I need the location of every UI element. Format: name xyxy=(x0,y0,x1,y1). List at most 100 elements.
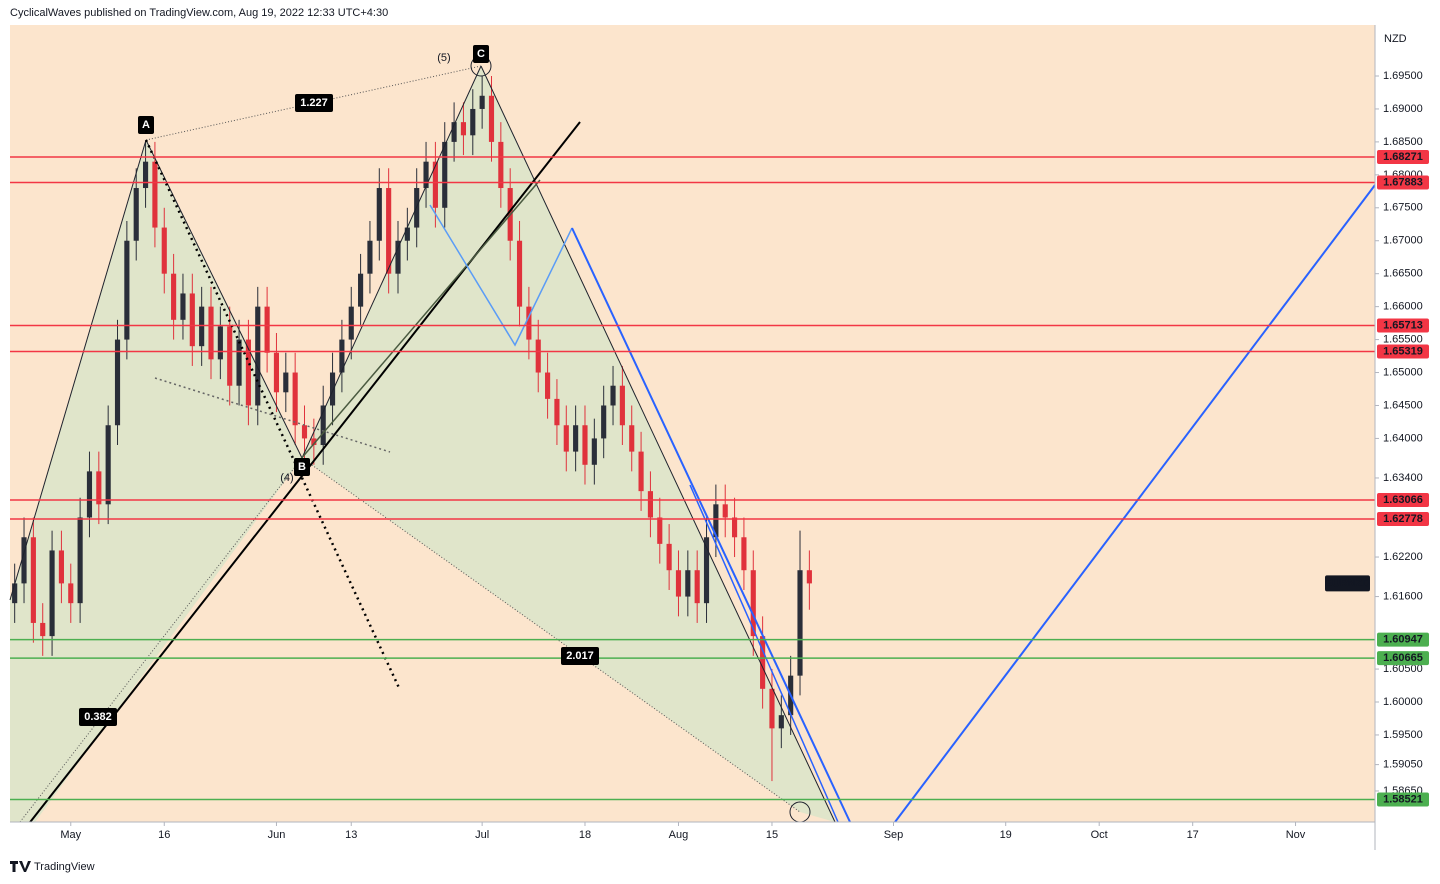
x-tick-label: 15 xyxy=(766,829,778,841)
y-tick-label: 1.60000 xyxy=(1383,696,1423,708)
candle-body xyxy=(479,95,485,109)
candle-body xyxy=(68,583,74,604)
candle-body xyxy=(273,352,280,393)
candle-body xyxy=(582,425,588,465)
candle-body xyxy=(96,471,102,505)
candle-body xyxy=(516,240,523,307)
candle-body xyxy=(750,570,756,637)
level-label: 1.62778 xyxy=(1383,513,1423,525)
candle-body xyxy=(77,517,83,604)
candle-body xyxy=(657,517,663,544)
candle-body xyxy=(152,161,158,228)
candle-body xyxy=(526,306,532,340)
candle-body xyxy=(142,161,149,189)
wave-label: A xyxy=(142,119,150,131)
candle-body xyxy=(488,95,495,142)
candle-body xyxy=(21,537,27,584)
candle-body xyxy=(545,372,551,399)
candle-body xyxy=(358,273,364,307)
y-tick-label: 1.65500 xyxy=(1383,333,1423,345)
candle-body xyxy=(563,425,569,452)
level-label: 1.67883 xyxy=(1383,176,1423,188)
ratio-label: 1.227 xyxy=(300,97,328,109)
candle-body xyxy=(610,385,616,406)
level-label: 1.65713 xyxy=(1383,319,1423,331)
drawings xyxy=(9,55,1376,836)
y-tick-label: 1.66000 xyxy=(1383,301,1423,313)
candle-body xyxy=(535,339,541,373)
candle-body xyxy=(105,425,111,505)
x-tick-label: Sep xyxy=(884,829,904,841)
annotations: A B C (5) (4) 1.227 2.017 0.382 xyxy=(79,45,599,726)
candle-body xyxy=(386,188,392,274)
header: CyclicalWaves published on TradingView.c… xyxy=(10,7,388,19)
candle-body xyxy=(470,108,476,136)
candle-body xyxy=(629,425,635,452)
candle-body xyxy=(703,537,710,604)
candle-body xyxy=(713,504,719,538)
dotted-channel-line xyxy=(154,377,391,453)
candle-body xyxy=(264,306,270,353)
ratio-box xyxy=(561,647,599,665)
candle-body xyxy=(460,122,467,136)
candle-body xyxy=(591,438,597,465)
y-tick-label: 1.59500 xyxy=(1383,729,1423,741)
y-tick-label: 1.64000 xyxy=(1383,432,1423,444)
x-tick-label: Jul xyxy=(475,829,489,841)
blue-line xyxy=(571,227,851,823)
candle-body xyxy=(432,161,438,208)
candle-body xyxy=(171,273,177,320)
axes: 1.695001.690001.685001.680001.675001.670… xyxy=(60,70,1422,841)
candles: EURNZD xyxy=(12,76,1371,782)
candle-body xyxy=(124,240,130,340)
candle-body xyxy=(638,451,644,492)
y-tick-label: 1.59050 xyxy=(1383,759,1423,771)
candle-body xyxy=(49,550,55,637)
y-tick-label: 1.62200 xyxy=(1383,551,1423,563)
blue-line xyxy=(689,484,839,823)
symbol-label: EURNZD xyxy=(1325,577,1371,589)
wave-count: (4) xyxy=(280,472,293,484)
levels xyxy=(10,156,1375,801)
level-badge xyxy=(1377,632,1429,647)
ratio-box xyxy=(295,94,333,112)
candle-body xyxy=(236,339,242,386)
level-badge xyxy=(1377,492,1429,507)
candle-body xyxy=(12,583,18,604)
x-tick-label: Aug xyxy=(669,829,689,841)
x-tick-label: 13 xyxy=(345,829,357,841)
candle-body xyxy=(554,398,560,426)
candle-body xyxy=(694,570,700,604)
candle-body xyxy=(573,425,579,452)
level-badge xyxy=(1377,651,1429,666)
x-tick-label: Jun xyxy=(268,829,286,841)
candle-body xyxy=(423,161,429,189)
label-box xyxy=(473,45,489,63)
level-label: 1.63066 xyxy=(1383,494,1423,506)
wave-count: (5) xyxy=(437,52,450,64)
candle-body xyxy=(732,517,738,538)
candle-body xyxy=(189,293,195,347)
candle-body xyxy=(376,188,382,241)
light-blue-path xyxy=(429,204,573,347)
y-tick-label: 1.60500 xyxy=(1383,663,1423,675)
candle-body xyxy=(675,570,682,597)
level-badge xyxy=(1377,344,1429,359)
candle-body xyxy=(367,240,373,274)
candle-body xyxy=(40,622,46,637)
candle-body xyxy=(741,537,747,571)
candle-body xyxy=(86,471,93,518)
candle-body xyxy=(292,372,298,426)
candle-body xyxy=(217,326,223,360)
y-tick-label: 1.69000 xyxy=(1383,103,1423,115)
x-tick-label: 19 xyxy=(1000,829,1012,841)
level-label: 1.65319 xyxy=(1383,345,1423,357)
currency-label: NZD xyxy=(1384,33,1407,45)
wave-label: B xyxy=(298,461,306,473)
level-label: 1.60947 xyxy=(1383,634,1423,646)
candle-body xyxy=(498,141,504,189)
dotted-trend-line xyxy=(144,139,402,691)
level-badge xyxy=(1377,318,1429,333)
candle-body xyxy=(114,339,121,426)
